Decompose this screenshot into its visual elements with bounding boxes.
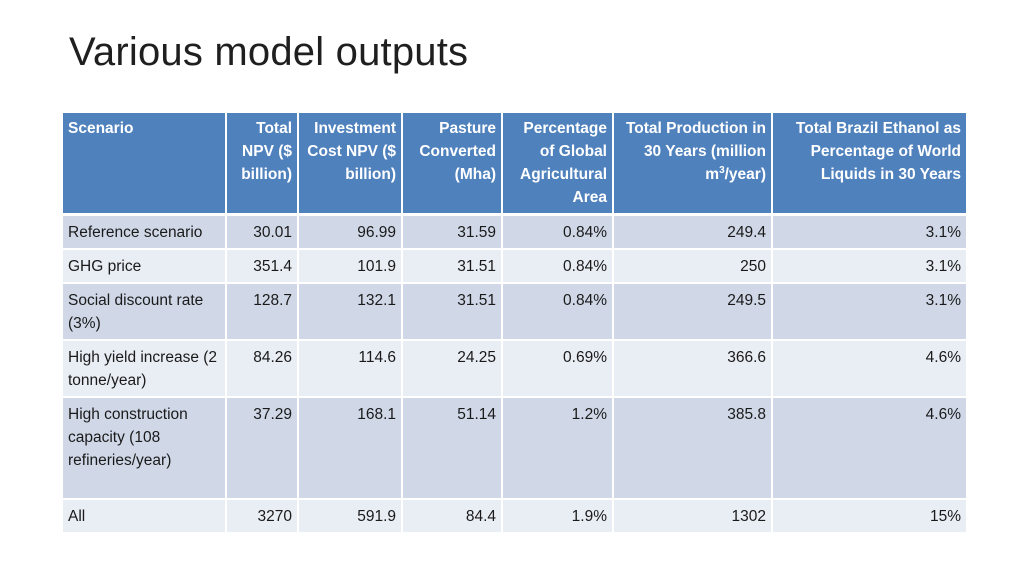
table-cell: 15%: [771, 498, 968, 534]
model-outputs-table: Scenario Total NPV ($ billion) Investmen…: [61, 111, 968, 534]
row-label: GHG price: [61, 248, 227, 284]
table-header-row: Scenario Total NPV ($ billion) Investmen…: [61, 111, 968, 216]
table-cell: 351.4: [225, 248, 299, 284]
table-cell: 128.7: [225, 282, 299, 341]
column-header-scenario: Scenario: [61, 111, 227, 216]
row-label: Reference scenario: [61, 213, 227, 250]
table-cell: 51.14: [401, 396, 503, 500]
row-label: High construction capacity (108 refineri…: [61, 396, 227, 500]
table-cell: 3.1%: [771, 282, 968, 341]
table-cell: 4.6%: [771, 339, 968, 398]
column-header-ethanol-percentage: Total Brazil Ethanol as Percentage of Wo…: [771, 111, 968, 216]
column-header-pasture-converted: Pasture Converted (Mha): [401, 111, 503, 216]
table-cell: 96.99: [297, 213, 403, 250]
table-cell: 591.9: [297, 498, 403, 534]
table-cell: 249.4: [612, 213, 773, 250]
table-cell: 24.25: [401, 339, 503, 398]
table-cell: 132.1: [297, 282, 403, 341]
table-cell: 1.2%: [501, 396, 614, 500]
table-cell: 30.01: [225, 213, 299, 250]
table-cell: 0.84%: [501, 213, 614, 250]
table-cell: 101.9: [297, 248, 403, 284]
table-cell: 31.51: [401, 248, 503, 284]
table-cell: 4.6%: [771, 396, 968, 500]
table-row: All 3270 591.9 84.4 1.9% 1302 15%: [61, 498, 968, 534]
table-cell: 84.4: [401, 498, 503, 534]
column-header-total-npv: Total NPV ($ billion): [225, 111, 299, 216]
table-cell: 3270: [225, 498, 299, 534]
page-title: Various model outputs: [69, 30, 469, 74]
row-label: Social discount rate (3%): [61, 282, 227, 341]
table-cell: 249.5: [612, 282, 773, 341]
column-header-percentage-agricultural-area: Percentage of Global Agricultural Area: [501, 111, 614, 216]
table-cell: 31.51: [401, 282, 503, 341]
row-label: All: [61, 498, 227, 534]
column-header-investment-cost-npv: Investment Cost NPV ($ billion): [297, 111, 403, 216]
table-cell: 168.1: [297, 396, 403, 500]
table-cell: 1302: [612, 498, 773, 534]
table-cell: 0.69%: [501, 339, 614, 398]
table-row: High construction capacity (108 refineri…: [61, 396, 968, 500]
table-cell: 31.59: [401, 213, 503, 250]
table-cell: 1.9%: [501, 498, 614, 534]
table-cell: 366.6: [612, 339, 773, 398]
table-row: Social discount rate (3%) 128.7 132.1 31…: [61, 282, 968, 341]
column-header-total-production: Total Production in 30 Years (million m3…: [612, 111, 773, 216]
table-row: GHG price 351.4 101.9 31.51 0.84% 250 3.…: [61, 248, 968, 284]
table-cell: 3.1%: [771, 248, 968, 284]
table-cell: 3.1%: [771, 213, 968, 250]
table-cell: 84.26: [225, 339, 299, 398]
table-cell: 0.84%: [501, 248, 614, 284]
table-cell: 385.8: [612, 396, 773, 500]
table-row: High yield increase (2 tonne/year) 84.26…: [61, 339, 968, 398]
table-cell: 250: [612, 248, 773, 284]
table-cell: 114.6: [297, 339, 403, 398]
table-cell: 37.29: [225, 396, 299, 500]
row-label: High yield increase (2 tonne/year): [61, 339, 227, 398]
table-row: Reference scenario 30.01 96.99 31.59 0.8…: [61, 213, 968, 250]
table-cell: 0.84%: [501, 282, 614, 341]
